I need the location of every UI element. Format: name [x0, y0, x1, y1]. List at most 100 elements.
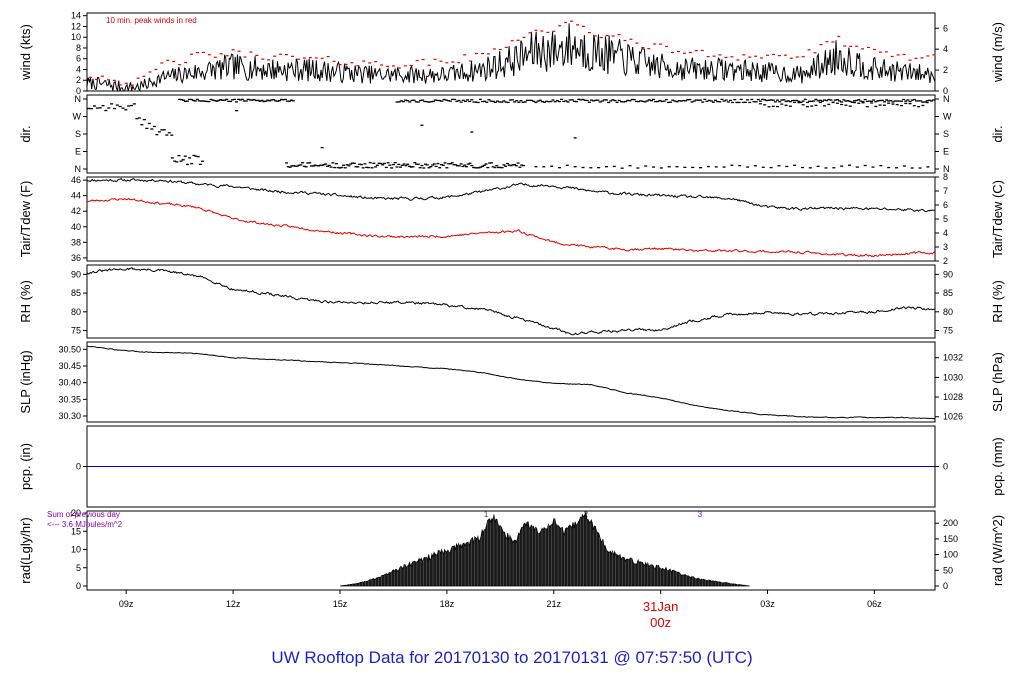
- pressure-panel: 30.30 30.35 30.40 30.45 30.50 1026 1028 1030 103…: [18, 341, 1005, 423]
- temp-ytick-label: 44: [71, 191, 81, 201]
- radiation-sum-note: Sum of previous day: [47, 510, 120, 519]
- rad-ylabel: rad(Lgly/hr): [18, 517, 33, 583]
- wind-annotation: 10 min. peak winds in red: [106, 16, 197, 25]
- temp-ytick-right-label: 5: [943, 214, 948, 224]
- air-temperature-line: [86, 177, 935, 213]
- dir-ytick-label: N: [75, 164, 82, 174]
- slp-ytick-right-label: 1026: [943, 412, 963, 422]
- wind-ytick-right-label: 4: [943, 44, 948, 54]
- rad-ytick-right-label: 150: [943, 534, 958, 544]
- rh-ytick-label: 75: [71, 326, 81, 336]
- wind-ytick-label: 0: [76, 86, 81, 96]
- wind-ylabel-right: wind (m/s): [990, 22, 1005, 83]
- temp-ytick-label: 36: [71, 253, 81, 263]
- temp-ylabel-right: Tair/Tdew (C): [990, 180, 1005, 258]
- pcp-ytick-label: 0: [76, 462, 81, 472]
- rh-ytick-label: 85: [71, 288, 81, 298]
- precipitation-panel: 0 0 pcp. (in) pcp. (mm): [18, 425, 1005, 508]
- x-tick-label: 12z: [226, 599, 241, 609]
- slp-ytick-right-label: 1030: [943, 372, 963, 382]
- humidity-panel: 75 80 85 90 75 80 85 90 RH (%) RH (%): [18, 264, 1005, 339]
- rh-frame: [86, 264, 936, 339]
- dewpoint-line: [87, 197, 935, 258]
- temp-ytick-right-label: 4: [943, 228, 948, 238]
- rad-ylabel-right: rad (W/m^2): [990, 515, 1005, 586]
- temp-ytick-label: 38: [71, 237, 81, 247]
- rh-ylabel: RH (%): [18, 280, 33, 323]
- temp-ytick-right-label: 8: [943, 172, 948, 182]
- x-tick-label: 21z: [546, 599, 561, 609]
- dir-ylabel-right: dir.: [990, 125, 1005, 142]
- rh-ytick-label: 80: [71, 307, 81, 317]
- date-label: 31Jan: [643, 599, 678, 614]
- slp-ylabel-right: SLP (hPa): [990, 352, 1005, 412]
- radiation-marker: 3: [698, 510, 703, 519]
- wind-frame: [86, 12, 936, 92]
- wind-ytick-label: 10: [71, 32, 81, 42]
- wind-ytick-label: 4: [76, 64, 81, 74]
- x-tick-label: 18z: [440, 599, 455, 609]
- wind-ytick-label: 2: [76, 75, 81, 85]
- pcp-ylabel-right: pcp. (mm): [990, 437, 1005, 496]
- x-tick-label: 09z: [119, 599, 134, 609]
- temp-ytick-right-label: 3: [943, 242, 948, 252]
- rad-ytick-right-label: 0: [943, 581, 948, 591]
- wind-ytick-right-label: 6: [943, 23, 948, 33]
- temperature-panel: 36 38 40 42 44 46 2 3 4 5 6 7 8 Tair/Tdew (F) Tair/Tde…: [18, 172, 1005, 266]
- slp-ytick-right-label: 1028: [943, 392, 963, 402]
- rad-ytick-right-label: 100: [943, 550, 958, 560]
- wind-ytick-right-label: 0: [943, 86, 948, 96]
- wind-ytick-label: 12: [71, 21, 81, 31]
- radiation-hatch: [342, 514, 748, 586]
- wind-ytick-label: 6: [76, 54, 81, 64]
- wind-peak-marks: [89, 20, 936, 86]
- rad-ytick-label: 5: [76, 563, 81, 573]
- pressure-line: [87, 345, 935, 420]
- temp-frame: [86, 176, 936, 262]
- temp-ytick-label: 46: [71, 175, 81, 185]
- rad-ytick-label: 20: [71, 508, 81, 518]
- rad-ytick-right-label: 50: [943, 565, 953, 575]
- x-tick-label: 15z: [333, 599, 348, 609]
- slp-frame: [86, 341, 936, 423]
- rh-ytick-right-label: 75: [943, 326, 953, 336]
- dir-ytick-right-label: N: [943, 94, 950, 104]
- wind-ytick-label: 8: [76, 43, 81, 53]
- radiation-sum-note: <--- 3.6 MJoules/m^2: [47, 520, 123, 529]
- temp-ytick-right-label: 2: [943, 256, 948, 266]
- slp-ytick-label: 30.45: [58, 361, 81, 371]
- dir-ytick-right-label: S: [943, 129, 949, 139]
- rh-ytick-right-label: 85: [943, 288, 953, 298]
- rh-ytick-right-label: 90: [943, 269, 953, 279]
- pcp-ylabel: pcp. (in): [18, 443, 33, 490]
- slp-ytick-label: 30.30: [58, 411, 81, 421]
- wind-speed-line: [86, 23, 936, 93]
- slp-ytick-label: 30.50: [58, 344, 81, 354]
- slp-ylabel: SLP (inHg): [18, 350, 33, 413]
- x-tick-label: 03z: [760, 599, 775, 609]
- pcp-ytick-right-label: 0: [943, 462, 948, 472]
- dir-ylabel: dir.: [18, 125, 33, 142]
- rad-ytick-label: 15: [71, 526, 81, 536]
- rh-ytick-right-label: 80: [943, 307, 953, 317]
- dir-ytick-label: N: [75, 94, 82, 104]
- slp-ytick-label: 30.35: [58, 394, 81, 404]
- dir-ytick-label: W: [73, 112, 82, 122]
- slp-ytick-label: 30.40: [58, 378, 81, 388]
- rad-ytick-label: 0: [76, 581, 81, 591]
- slp-ytick-right-label: 1032: [943, 353, 963, 363]
- dir-ytick-label: S: [75, 129, 81, 139]
- x-tick-label: 06z: [867, 599, 882, 609]
- temp-ytick-label: 40: [71, 222, 81, 232]
- wind-ylabel: wind (kts): [18, 24, 33, 81]
- dir-ytick-right-label: W: [943, 112, 952, 122]
- rad-ytick-right-label: 200: [943, 518, 958, 528]
- radiation-marker: 1: [484, 510, 489, 519]
- temp-ylabel: Tair/Tdew (F): [18, 181, 33, 258]
